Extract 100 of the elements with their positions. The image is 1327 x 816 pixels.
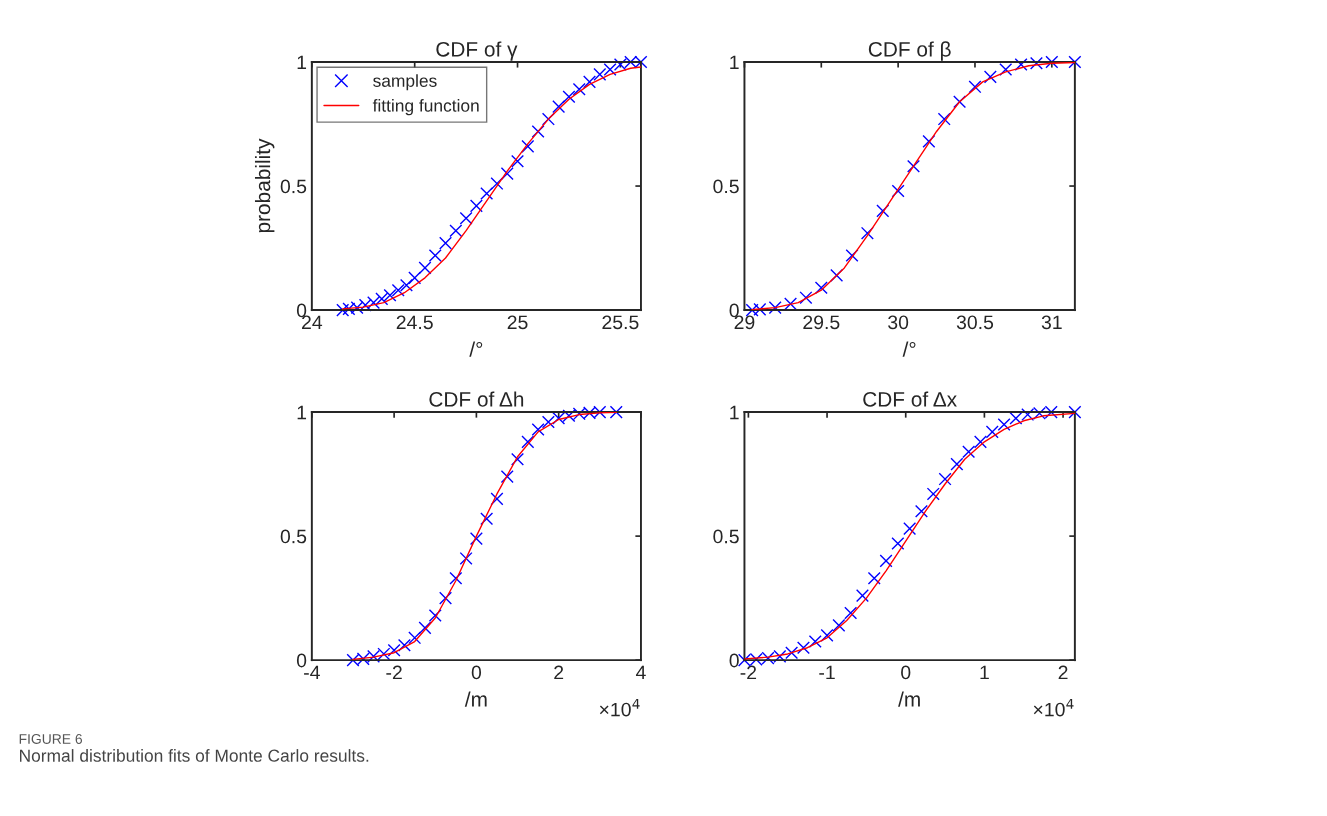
point — [753, 302, 767, 316]
y-axis-title: probability — [254, 138, 275, 233]
point — [480, 512, 494, 526]
point — [562, 90, 576, 104]
point — [1068, 405, 1082, 419]
x-tick-label: 29.5 — [803, 315, 840, 330]
point — [469, 532, 483, 546]
y-tick-label: 0 — [729, 653, 739, 668]
point — [785, 646, 799, 660]
point — [541, 415, 555, 429]
y-tick-label: 1 — [297, 405, 307, 420]
point — [418, 261, 432, 275]
chart-title: CDF of γ — [436, 41, 518, 61]
point — [879, 554, 893, 568]
point — [439, 236, 453, 250]
x-axis-title: /m — [464, 691, 487, 707]
point — [449, 571, 463, 585]
point — [572, 82, 586, 96]
point — [891, 184, 905, 198]
y-tick-label: 1 — [730, 55, 739, 70]
point — [1029, 56, 1043, 70]
point — [997, 417, 1011, 431]
point — [973, 435, 987, 449]
point — [1014, 57, 1028, 72]
x-tick-label: 0 — [471, 665, 482, 680]
x-tick-label: 24.5 — [396, 315, 433, 330]
point — [906, 159, 921, 173]
point — [375, 292, 389, 306]
point — [511, 154, 525, 168]
point — [336, 303, 350, 317]
point — [428, 249, 442, 263]
point — [903, 522, 917, 536]
point — [891, 537, 905, 551]
legend-label: samples — [373, 74, 437, 91]
point — [937, 112, 951, 126]
point — [383, 288, 397, 302]
point — [342, 302, 356, 316]
point — [985, 425, 999, 439]
point — [449, 224, 463, 238]
x-axis-title: /m — [898, 691, 920, 707]
point — [521, 139, 535, 153]
x-tick-label: 25.5 — [602, 315, 639, 330]
point — [796, 641, 810, 655]
point — [500, 167, 514, 181]
point — [399, 278, 413, 292]
x-tick-label: 0 — [901, 665, 911, 680]
x-tick-label: -2 — [386, 665, 402, 680]
point — [391, 283, 405, 297]
point — [459, 211, 473, 225]
text: ×10$^{4}$ — [599, 698, 640, 717]
y-tick-label: 0.5 — [280, 529, 307, 544]
point — [408, 631, 422, 645]
chart-title: CDF of Δh — [429, 391, 524, 407]
point — [953, 95, 967, 109]
point — [914, 504, 928, 518]
point — [459, 551, 473, 565]
x-tick-label: 25 — [507, 315, 528, 330]
x-tick-label: 2 — [554, 665, 564, 680]
point — [583, 75, 597, 89]
x-axis-title: /° — [902, 341, 916, 357]
y-tick-label: 0.5 — [713, 179, 739, 194]
point — [968, 80, 982, 94]
x-tick-label: 2 — [1058, 665, 1068, 680]
point — [439, 591, 453, 605]
line-series — [342, 66, 641, 310]
x-axis-title: /° — [469, 341, 483, 357]
x-tick-label: 30.5 — [956, 315, 994, 330]
point — [983, 70, 997, 84]
line-series — [744, 412, 1075, 660]
x-tick-label: 1 — [980, 665, 989, 680]
point — [521, 435, 535, 449]
point — [808, 635, 822, 649]
text: Normal distribution fits of Monte Carlo results. — [20, 749, 369, 762]
point — [999, 62, 1013, 76]
point — [531, 124, 545, 138]
x-tick-label: 30 — [888, 315, 909, 330]
point — [531, 422, 545, 436]
point — [1068, 55, 1082, 69]
point — [855, 589, 869, 603]
point — [367, 296, 381, 310]
x-tick-label: 4 — [635, 665, 646, 680]
point — [844, 606, 858, 620]
point — [938, 472, 952, 486]
point — [922, 134, 936, 148]
point — [428, 608, 442, 622]
x-tick-label: -2 — [740, 665, 757, 680]
point — [1045, 55, 1059, 69]
chart-title: CDF of β — [868, 41, 951, 61]
x-tick-label: -1 — [819, 665, 835, 680]
point — [609, 405, 623, 419]
point — [814, 281, 828, 295]
point — [962, 445, 976, 459]
point — [784, 297, 798, 311]
point — [1009, 411, 1023, 425]
point — [397, 638, 411, 652]
point — [500, 470, 514, 484]
point — [480, 186, 494, 200]
point — [820, 628, 834, 642]
point — [768, 301, 782, 315]
y-tick-label: 1 — [730, 405, 739, 420]
